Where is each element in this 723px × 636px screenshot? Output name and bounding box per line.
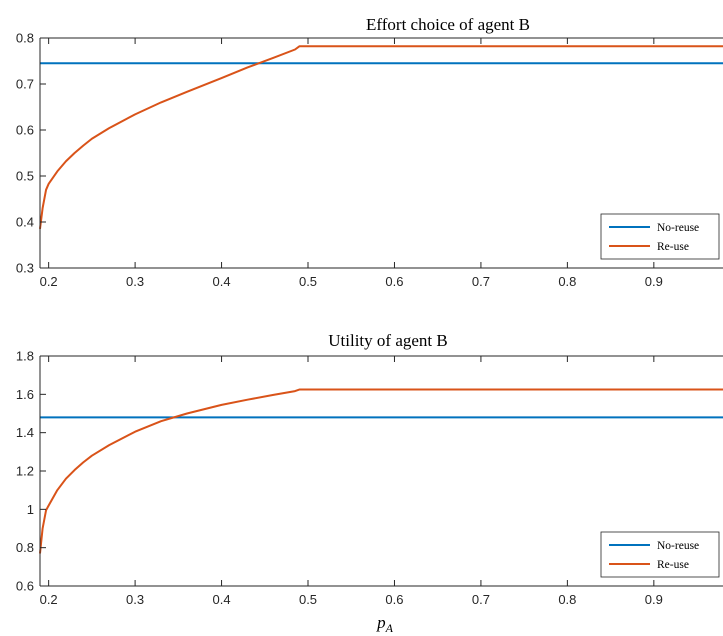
utility-y-tick-label: 1.2 bbox=[16, 464, 34, 479]
utility-x-tick-label: 0.2 bbox=[40, 592, 58, 607]
effort-x-tick-label: 0.9 bbox=[645, 274, 663, 289]
utility-legend-label-no-reuse: No-reuse bbox=[657, 540, 699, 552]
effort-chart: Effort choice of agent B 0.2 0.3 0.4 0.5 0.6… bbox=[16, 15, 723, 289]
effort-x-tick-label: 0.7 bbox=[472, 274, 490, 289]
utility-x-tick-label: 0.6 bbox=[385, 592, 403, 607]
utility-y-tick-label: 1.8 bbox=[16, 349, 34, 364]
utility-x-tick-label: 0.7 bbox=[472, 592, 490, 607]
effort-legend-label-re-use: Re-use bbox=[657, 241, 689, 253]
utility-x-tick-label: 0.3 bbox=[126, 592, 144, 607]
utility-y-tick-label: 1.6 bbox=[16, 387, 34, 402]
effort-series-re-use bbox=[39, 45, 723, 230]
effort-y-tick-label: 0.4 bbox=[16, 215, 34, 230]
utility-x-tick-label: 0.9 bbox=[645, 592, 663, 607]
effort-y-tick-label: 0.5 bbox=[16, 169, 34, 184]
effort-x-tick-label: 0.2 bbox=[40, 274, 58, 289]
utility-y-tick-label: 1.4 bbox=[16, 425, 34, 440]
utility-legend: No-reuse Re-use bbox=[600, 531, 720, 578]
effort-x-tick-label: 0.3 bbox=[126, 274, 144, 289]
utility-x-axis-label: pA bbox=[376, 613, 394, 635]
utility-legend-box bbox=[600, 531, 720, 578]
effort-legend-box bbox=[600, 213, 720, 260]
utility-x-tick-label: 0.5 bbox=[299, 592, 317, 607]
effort-y-tick-label: 0.3 bbox=[16, 261, 34, 276]
effort-x-tick-label: 0.6 bbox=[385, 274, 403, 289]
effort-x-tick-label: 0.4 bbox=[213, 274, 231, 289]
utility-chart: Utility of agent B 0.2 0.3 0.4 0.5 0.6 0.7 0.8… bbox=[16, 331, 723, 635]
effort-y-tick-label: 0.6 bbox=[16, 123, 34, 138]
effort-legend-label-no-reuse: No-reuse bbox=[657, 222, 699, 234]
utility-y-tick-label: 0.6 bbox=[16, 579, 34, 594]
utility-x-tick-label: 0.8 bbox=[558, 592, 576, 607]
utility-series-re-use bbox=[39, 388, 723, 554]
effort-legend: No-reuse Re-use bbox=[600, 213, 720, 260]
utility-legend-label-re-use: Re-use bbox=[657, 559, 689, 571]
utility-chart-title: Utility of agent B bbox=[328, 331, 447, 350]
utility-y-tick-label: 1 bbox=[27, 502, 34, 517]
effort-x-tick-label: 0.5 bbox=[299, 274, 317, 289]
utility-x-tick-label: 0.4 bbox=[213, 592, 231, 607]
effort-y-tick-label: 0.7 bbox=[16, 77, 34, 92]
effort-x-tick-label: 0.8 bbox=[558, 274, 576, 289]
utility-y-tick-label: 0.8 bbox=[16, 540, 34, 555]
effort-y-tick-label: 0.8 bbox=[16, 31, 34, 46]
effort-chart-title: Effort choice of agent B bbox=[366, 15, 530, 34]
